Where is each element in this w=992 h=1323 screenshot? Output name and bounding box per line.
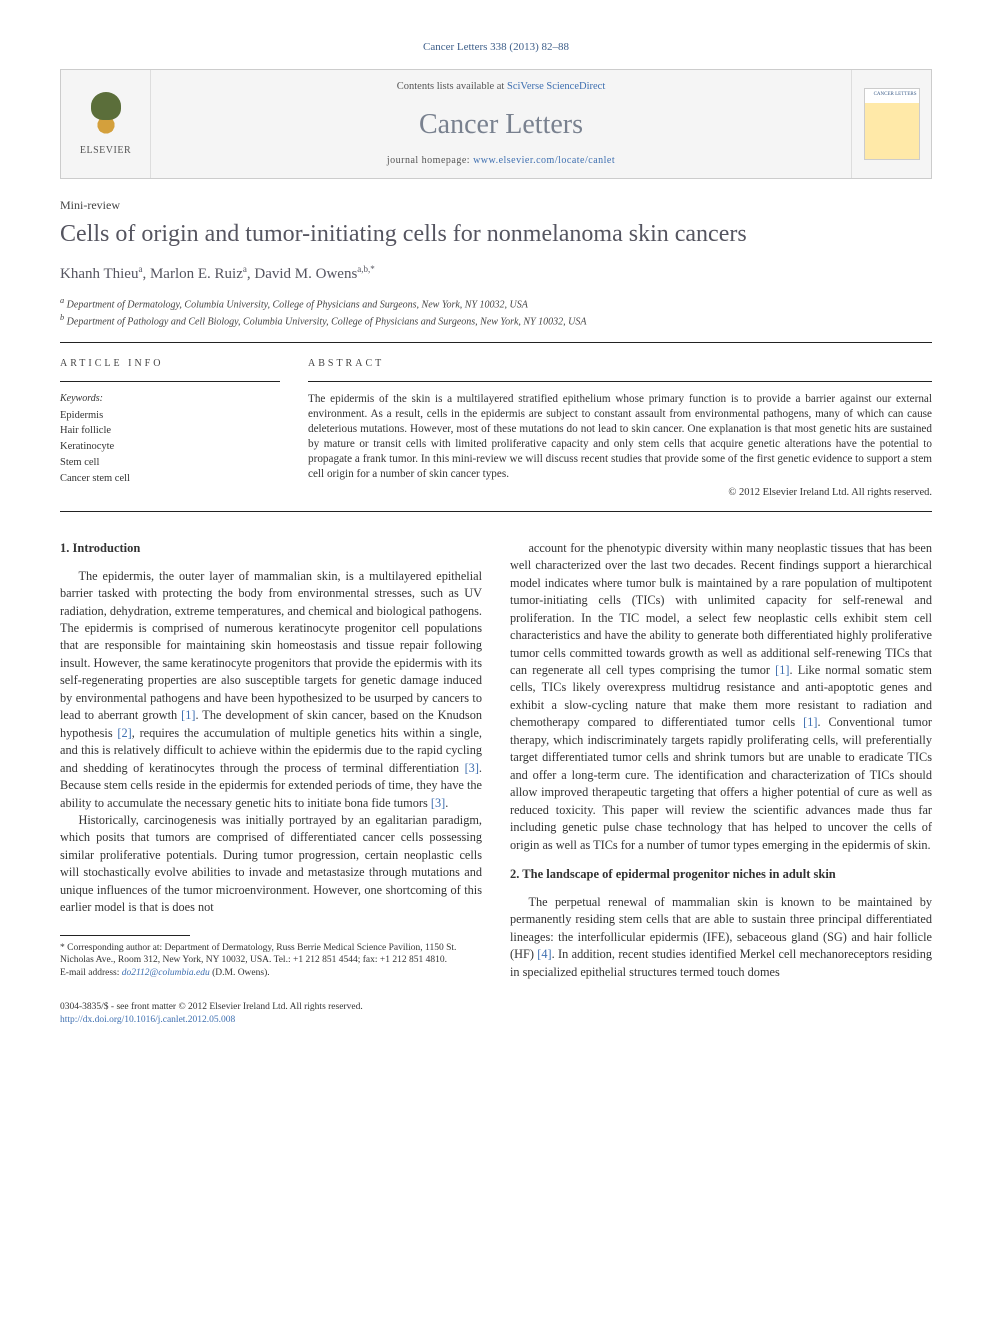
journal-banner: ELSEVIER Contents lists available at Sci…	[60, 69, 932, 179]
homepage-link[interactable]: www.elsevier.com/locate/canlet	[473, 155, 615, 166]
ref-link-1c[interactable]: [1]	[803, 715, 817, 729]
ref-link-4[interactable]: [4]	[537, 947, 551, 961]
sciencedirect-link[interactable]: SciVerse ScienceDirect	[507, 81, 605, 92]
contents-line: Contents lists available at SciVerse Sci…	[151, 80, 851, 95]
p3a: account for the phenotypic diversity wit…	[510, 541, 932, 677]
keyword-item: Epidermis	[60, 408, 280, 424]
corresponding-author-note: * Corresponding author at: Department of…	[60, 942, 482, 968]
author-3: David M. Owens	[254, 266, 357, 282]
contents-prefix: Contents lists available at	[397, 81, 507, 92]
affiliation-a-text: Department of Dermatology, Columbia Univ…	[67, 299, 528, 310]
homepage-line: journal homepage: www.elsevier.com/locat…	[151, 154, 851, 168]
p1a: The epidermis, the outer layer of mammal…	[60, 569, 482, 723]
author-2-aff: a	[243, 264, 247, 274]
publisher-label: ELSEVIER	[80, 144, 131, 158]
footnote-rule	[60, 935, 190, 936]
email-suffix: (D.M. Owens).	[210, 968, 270, 978]
article-info-label: ARTICLE INFO	[60, 357, 280, 371]
abstract-label: ABSTRACT	[308, 357, 932, 371]
affiliation-b: b Department of Pathology and Cell Biolo…	[60, 312, 932, 329]
authors-line: Khanh Thieua, Marlon E. Ruiza, David M. …	[60, 263, 932, 285]
corr-marker: *	[370, 264, 375, 274]
paragraph-2: Historically, carcinogenesis was initial…	[60, 812, 482, 917]
article-type: Mini-review	[60, 197, 932, 214]
email-line: E-mail address: do2112@columbia.edu (D.M…	[60, 967, 482, 980]
section-rule-top	[60, 342, 932, 343]
affiliations: a Department of Dermatology, Columbia Un…	[60, 295, 932, 330]
journal-cover-icon: CANCER LETTERS	[864, 88, 920, 160]
cover-thumb-block: CANCER LETTERS	[851, 70, 931, 178]
paragraph-1: The epidermis, the outer layer of mammal…	[60, 568, 482, 812]
body-two-column: 1. Introduction The epidermis, the outer…	[60, 540, 932, 981]
ref-link-1b[interactable]: [1]	[775, 663, 789, 677]
footer-line-1: 0304-3835/$ - see front matter © 2012 El…	[60, 1001, 363, 1014]
homepage-prefix: journal homepage:	[387, 155, 473, 166]
email-link[interactable]: do2112@columbia.edu	[122, 968, 210, 978]
affiliation-b-text: Department of Pathology and Cell Biology…	[67, 317, 587, 328]
paragraph-4: The perpetual renewal of mammalian skin …	[510, 894, 932, 981]
header-citation: Cancer Letters 338 (2013) 82–88	[60, 40, 932, 55]
keyword-item: Keratinocyte	[60, 439, 280, 455]
ref-link-2[interactable]: [2]	[117, 726, 131, 740]
footer-left: 0304-3835/$ - see front matter © 2012 El…	[60, 1001, 363, 1028]
author-2: Marlon E. Ruiz	[150, 266, 243, 282]
ref-link-3b[interactable]: [3]	[431, 796, 445, 810]
publisher-logo-block: ELSEVIER	[61, 70, 151, 178]
p4b: . In addition, recent studies identified…	[510, 947, 932, 978]
journal-name: Cancer Letters	[151, 105, 851, 144]
doi-link[interactable]: http://dx.doi.org/10.1016/j.canlet.2012.…	[60, 1014, 363, 1027]
p3c: . Conventional tumor therapy, which indi…	[510, 715, 932, 851]
affiliation-a: a Department of Dermatology, Columbia Un…	[60, 295, 932, 312]
abstract-copyright: © 2012 Elsevier Ireland Ltd. All rights …	[308, 486, 932, 501]
section-1-heading: 1. Introduction	[60, 540, 482, 558]
page-footer: 0304-3835/$ - see front matter © 2012 El…	[60, 1001, 932, 1028]
keyword-item: Hair follicle	[60, 423, 280, 439]
article-title: Cells of origin and tumor-initiating cel…	[60, 220, 932, 249]
author-1: Khanh Thieu	[60, 266, 138, 282]
footnote-block: * Corresponding author at: Department of…	[60, 935, 482, 980]
keyword-item: Stem cell	[60, 455, 280, 471]
keyword-item: Cancer stem cell	[60, 471, 280, 487]
elsevier-tree-icon	[81, 90, 131, 140]
article-info-column: ARTICLE INFO Keywords: Epidermis Hair fo…	[60, 357, 280, 501]
abstract-rule	[308, 381, 932, 382]
section-2-heading: 2. The landscape of epidermal progenitor…	[510, 866, 932, 884]
ref-link-3[interactable]: [3]	[465, 761, 479, 775]
author-3-aff: a,b,	[357, 264, 370, 274]
paragraph-3: account for the phenotypic diversity wit…	[510, 540, 932, 854]
section-rule-bottom	[60, 511, 932, 512]
info-rule	[60, 381, 280, 382]
abstract-text: The epidermis of the skin is a multilaye…	[308, 392, 932, 483]
email-label: E-mail address:	[60, 968, 122, 978]
banner-center: Contents lists available at SciVerse Sci…	[151, 70, 851, 178]
keywords-list: Epidermis Hair follicle Keratinocyte Ste…	[60, 408, 280, 487]
keywords-heading: Keywords:	[60, 392, 280, 406]
author-1-aff: a	[138, 264, 142, 274]
p1e: .	[445, 796, 448, 810]
ref-link-1[interactable]: [1]	[181, 708, 195, 722]
abstract-column: ABSTRACT The epidermis of the skin is a …	[308, 357, 932, 501]
